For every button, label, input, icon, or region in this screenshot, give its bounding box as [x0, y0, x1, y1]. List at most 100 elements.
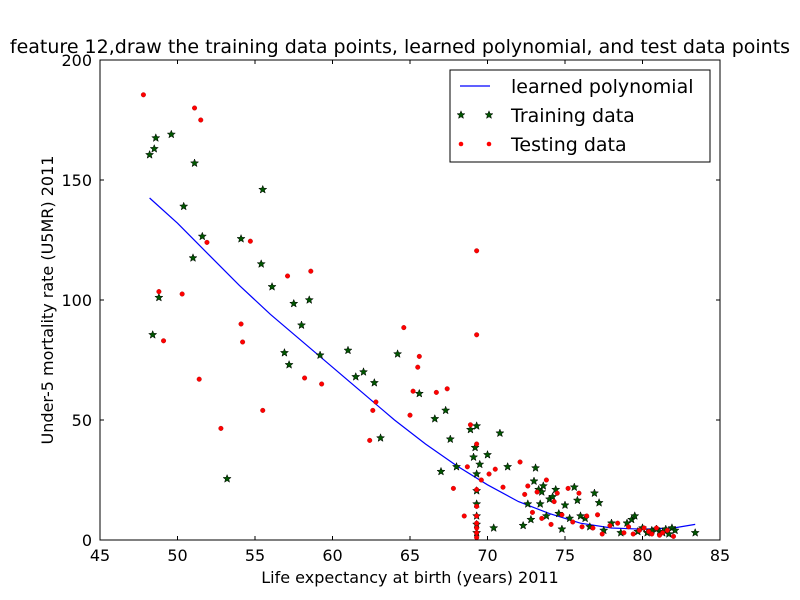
training-point	[375, 433, 386, 442]
training-point	[572, 495, 583, 505]
training-point	[351, 371, 361, 381]
testing-point	[156, 289, 162, 295]
training-point	[475, 459, 485, 469]
legend-swatch-testing-data	[486, 141, 492, 147]
testing-point	[140, 92, 146, 98]
series-line-learned-polynomial	[149, 197, 696, 530]
testing-point	[486, 471, 492, 477]
training-point	[489, 523, 499, 532]
testing-point	[240, 339, 246, 345]
training-point	[530, 463, 541, 472]
training-point	[557, 524, 567, 534]
training-point	[188, 253, 198, 262]
testing-point	[517, 459, 523, 465]
training-point	[627, 514, 637, 524]
testing-point	[285, 273, 291, 279]
testing-point	[522, 491, 528, 497]
axes: 45 50 55 60 65 70 75 80 85 0 50 100 150 200	[61, 51, 730, 565]
testing-point	[192, 105, 198, 111]
training-point	[529, 476, 539, 486]
testing-point	[410, 388, 416, 394]
testing-point	[319, 381, 325, 387]
x-tick-label: 85	[710, 546, 730, 565]
training-point	[289, 298, 299, 308]
testing-point	[474, 503, 480, 509]
testing-point	[529, 509, 535, 515]
y-tick-label: 200	[61, 51, 92, 70]
testing-point	[607, 523, 613, 529]
training-point	[189, 158, 200, 168]
testing-point	[204, 239, 210, 245]
training-point	[343, 345, 353, 355]
training-point	[279, 347, 290, 357]
testing-point	[161, 338, 167, 344]
legend-label-learned-polynomial: learned polynomial	[511, 76, 694, 98]
x-tick-label: 60	[322, 546, 342, 565]
testing-point	[450, 485, 456, 491]
testing-point	[238, 321, 244, 327]
training-point	[523, 499, 533, 508]
x-tick-label: 45	[90, 546, 110, 565]
training-point	[465, 424, 476, 434]
chart-title: feature 12,draw the training data points…	[10, 36, 790, 58]
training-point	[554, 508, 564, 518]
testing-point	[474, 530, 480, 536]
testing-point	[302, 375, 308, 381]
testing-point	[534, 489, 540, 495]
testing-point	[474, 535, 480, 540]
training-point	[179, 201, 189, 211]
training-point	[267, 281, 277, 291]
training-point	[154, 292, 164, 302]
training-point	[472, 421, 482, 430]
training-point	[445, 434, 455, 444]
legend-swatch-training-data	[456, 110, 466, 119]
legend-swatch-training-data	[484, 110, 494, 119]
training-point	[149, 143, 159, 153]
training-point	[569, 482, 579, 492]
testing-point	[198, 117, 204, 123]
training-point	[236, 233, 246, 243]
training-point	[518, 520, 528, 530]
plot-area	[140, 92, 700, 540]
testing-point	[595, 512, 601, 518]
y-tick-label: 0	[82, 531, 92, 550]
training-point	[441, 405, 451, 415]
y-tick-label: 100	[61, 291, 92, 310]
training-point	[503, 461, 513, 471]
training-point	[664, 529, 674, 538]
testing-point	[415, 364, 421, 370]
testing-point	[308, 268, 314, 274]
training-point	[690, 527, 700, 537]
training-point	[526, 514, 536, 524]
training-point	[358, 367, 369, 376]
training-point	[482, 449, 493, 459]
training-point	[575, 511, 586, 520]
testing-point	[433, 389, 439, 395]
training-point	[304, 295, 314, 304]
testing-point	[543, 477, 549, 483]
training-point	[369, 377, 379, 387]
testing-point	[474, 487, 480, 493]
testing-point	[474, 520, 480, 526]
testing-point	[500, 484, 506, 490]
x-tick-label: 75	[555, 546, 575, 565]
testing-point	[671, 533, 677, 539]
testing-point	[478, 477, 484, 483]
x-tick-label: 50	[167, 546, 187, 565]
training-point	[470, 442, 480, 452]
training-point	[284, 359, 294, 369]
x-tick-label: 65	[400, 546, 420, 565]
x-tick-label: 80	[632, 546, 652, 565]
testing-point	[576, 490, 582, 496]
testing-point	[474, 441, 480, 447]
y-tick-label: 150	[61, 171, 92, 190]
training-point	[670, 525, 680, 535]
legend-label-training-data: Training data	[510, 105, 635, 127]
training-point	[296, 320, 307, 330]
testing-point	[492, 466, 498, 472]
testing-point	[218, 425, 224, 431]
testing-point	[599, 531, 605, 537]
training-point	[535, 499, 545, 508]
legend-box	[449, 69, 711, 163]
